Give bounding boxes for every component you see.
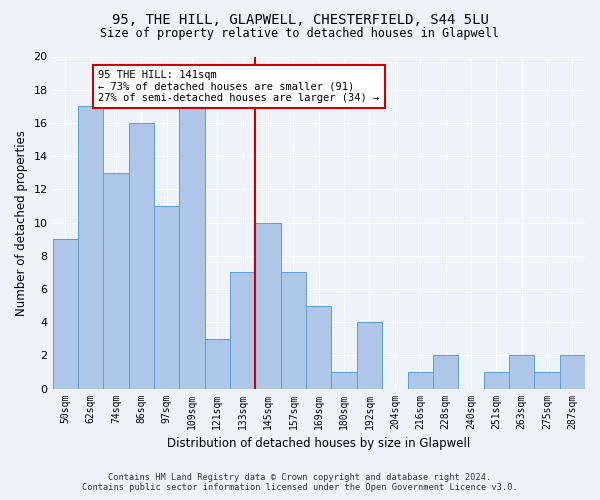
Bar [407, 372, 433, 388]
Bar [205, 338, 230, 388]
Bar [230, 272, 256, 388]
Text: 95 THE HILL: 141sqm
← 73% of detached houses are smaller (91)
27% of semi-detach: 95 THE HILL: 141sqm ← 73% of detached ho… [98, 70, 379, 103]
Bar [433, 356, 458, 388]
Text: Size of property relative to detached houses in Glapwell: Size of property relative to detached ho… [101, 28, 499, 40]
X-axis label: Distribution of detached houses by size in Glapwell: Distribution of detached houses by size … [167, 437, 470, 450]
Bar [560, 356, 585, 388]
Bar [484, 372, 509, 388]
Bar [331, 372, 357, 388]
Y-axis label: Number of detached properties: Number of detached properties [15, 130, 28, 316]
Bar [357, 322, 382, 388]
Bar [256, 222, 281, 388]
Text: Contains HM Land Registry data © Crown copyright and database right 2024.
Contai: Contains HM Land Registry data © Crown c… [82, 473, 518, 492]
Bar [103, 172, 128, 388]
Bar [534, 372, 560, 388]
Bar [281, 272, 306, 388]
Text: 95, THE HILL, GLAPWELL, CHESTERFIELD, S44 5LU: 95, THE HILL, GLAPWELL, CHESTERFIELD, S4… [112, 12, 488, 26]
Bar [179, 106, 205, 388]
Bar [509, 356, 534, 388]
Bar [78, 106, 103, 388]
Bar [128, 123, 154, 388]
Bar [306, 306, 331, 388]
Bar [154, 206, 179, 388]
Bar [53, 239, 78, 388]
